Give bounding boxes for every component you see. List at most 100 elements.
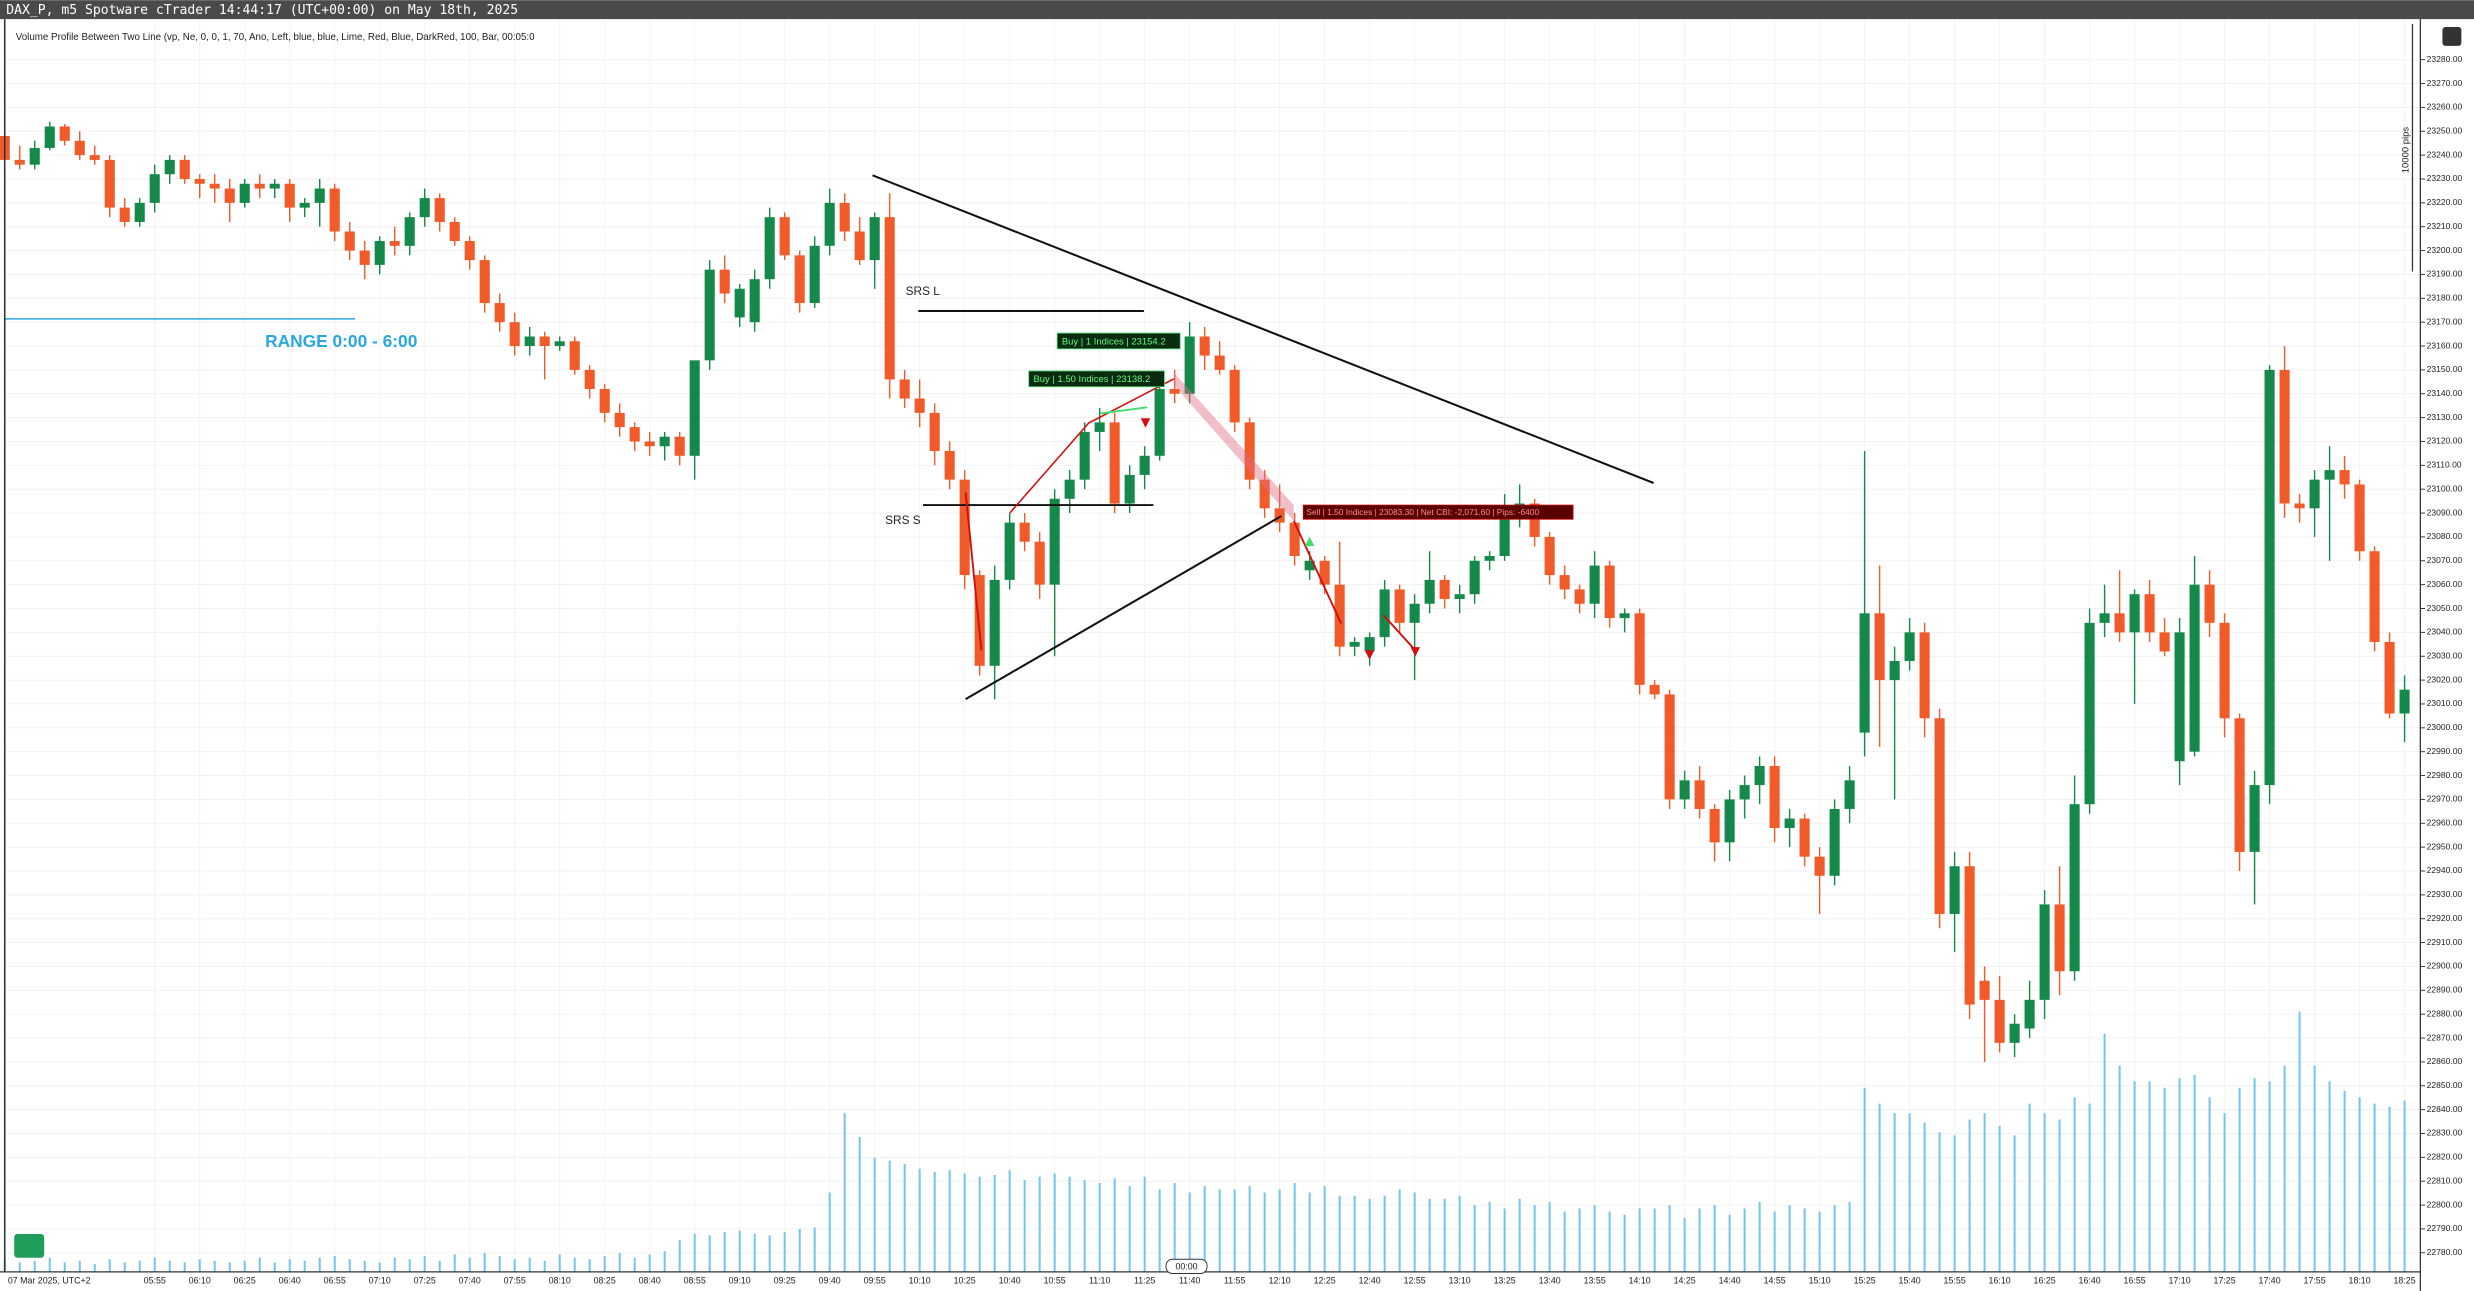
candle-body — [1424, 579, 1435, 604]
candle-body — [1664, 694, 1675, 800]
candle-body — [1454, 594, 1465, 599]
y-tick-label: 23000.00 — [2427, 722, 2463, 732]
x-tick-label: 12:55 — [1404, 1276, 1426, 1286]
y-tick-label: 23200.00 — [2427, 245, 2463, 255]
x-tick-label: 13:40 — [1539, 1276, 1561, 1286]
candle-body — [1784, 818, 1795, 829]
y-tick-label: 22840.00 — [2427, 1104, 2463, 1114]
y-tick-label: 23280.00 — [2427, 54, 2463, 64]
candle-body — [944, 451, 955, 480]
settings-icon[interactable] — [2442, 27, 2462, 46]
candle-body — [989, 579, 1000, 666]
candle-body — [659, 436, 670, 447]
candle-body — [254, 183, 265, 189]
candle-body — [1904, 632, 1915, 662]
trade-arrow — [1364, 650, 1375, 660]
trade-arrow — [1304, 536, 1315, 547]
candle-body — [1349, 641, 1360, 647]
x-tick-label: 11:40 — [1179, 1276, 1201, 1286]
y-tick-label: 23140.00 — [2427, 388, 2463, 398]
y-tick-label: 23190.00 — [2427, 269, 2463, 279]
y-tick-label: 23210.00 — [2427, 221, 2463, 231]
candle-body — [1934, 718, 1945, 914]
candle-body — [1739, 785, 1750, 800]
candle-body — [1829, 808, 1840, 876]
candle-body — [14, 159, 25, 165]
candle-body — [2129, 594, 2140, 633]
x-tick-label: 13:55 — [1584, 1276, 1606, 1286]
x-tick-label: 15:55 — [1944, 1276, 1966, 1286]
candle-body — [1484, 556, 1495, 561]
x-tick-label: 16:10 — [1989, 1276, 2011, 1286]
candle-body — [749, 279, 760, 323]
candle-body — [1064, 479, 1075, 499]
candle-body — [869, 217, 880, 261]
candle-body — [1004, 522, 1015, 580]
candle-body — [1109, 422, 1120, 504]
trade-label-box — [1056, 332, 1181, 350]
window-title: DAX_P, m5 Spotware cTrader 14:44:17 (UTC… — [6, 3, 518, 18]
candle-body — [464, 241, 475, 261]
candle-body — [1409, 603, 1420, 623]
candle-body — [2339, 470, 2350, 485]
candle-body — [1769, 766, 1780, 829]
candle-body — [2249, 785, 2260, 852]
candle-body — [2174, 632, 2185, 762]
candle-body — [2009, 1023, 2020, 1043]
candle-body — [1724, 799, 1735, 843]
x-tick-label: 08:10 — [549, 1276, 571, 1286]
candle-body — [929, 412, 940, 452]
candle-body — [89, 155, 100, 160]
candle-body — [1244, 422, 1255, 480]
x-tick-label: 09:10 — [729, 1276, 751, 1286]
date-label: 07 Mar 2025, UTC+2 — [8, 1276, 91, 1286]
y-tick-label: 22960.00 — [2427, 818, 2463, 828]
candle-body — [419, 198, 430, 218]
candle-body — [1979, 980, 1990, 1000]
y-tick-label: 23060.00 — [2427, 579, 2463, 589]
candle-body — [179, 159, 190, 179]
trend-line — [965, 515, 1282, 701]
candle-body — [884, 217, 895, 380]
candle-body — [1844, 780, 1855, 809]
x-tick-label: 06:25 — [234, 1276, 256, 1286]
candle-body — [2294, 503, 2305, 509]
candle-body — [1439, 579, 1450, 599]
x-tick-label: 14:10 — [1629, 1276, 1651, 1286]
y-tick-label: 22820.00 — [2427, 1152, 2463, 1162]
candle-body — [1619, 613, 1630, 619]
x-tick-label: 13:25 — [1494, 1276, 1516, 1286]
candle-body — [734, 288, 745, 318]
y-tick-label: 22850.00 — [2427, 1080, 2463, 1090]
x-tick-label: 11:10 — [1089, 1276, 1111, 1286]
y-tick-label: 22930.00 — [2427, 889, 2463, 899]
y-tick-label: 22780.00 — [2427, 1247, 2463, 1257]
y-tick-label: 23030.00 — [2427, 650, 2463, 660]
candle-body — [1274, 508, 1285, 523]
y-tick-label: 22860.00 — [2427, 1056, 2463, 1066]
x-tick-label: 17:10 — [2169, 1276, 2191, 1286]
candle-body — [2384, 641, 2395, 714]
candle-body — [2219, 622, 2230, 719]
candle-body — [2234, 718, 2245, 852]
y-tick-label: 23110.00 — [2427, 460, 2462, 470]
x-tick-label: 18:25 — [2394, 1276, 2416, 1286]
x-tick-label: 16:25 — [2034, 1276, 2056, 1286]
x-tick-label: 08:25 — [594, 1276, 616, 1286]
y-tick-label: 23090.00 — [2427, 507, 2463, 517]
candle-layer — [0, 121, 2410, 1062]
candle-body — [2279, 369, 2290, 504]
y-tick-label: 22940.00 — [2427, 865, 2463, 875]
candle-body — [29, 147, 40, 165]
candle-body — [719, 269, 730, 294]
y-tick-label: 23270.00 — [2427, 78, 2463, 88]
candle-body — [2099, 613, 2110, 623]
chat-icon[interactable] — [14, 1234, 45, 1258]
candle-body — [2369, 551, 2380, 642]
candle-body — [479, 260, 490, 304]
candle-body — [1139, 455, 1150, 475]
candle-body — [1964, 866, 1975, 1005]
candle-body — [2054, 904, 2065, 972]
candle-body — [2204, 584, 2215, 623]
candle-body — [194, 178, 205, 184]
